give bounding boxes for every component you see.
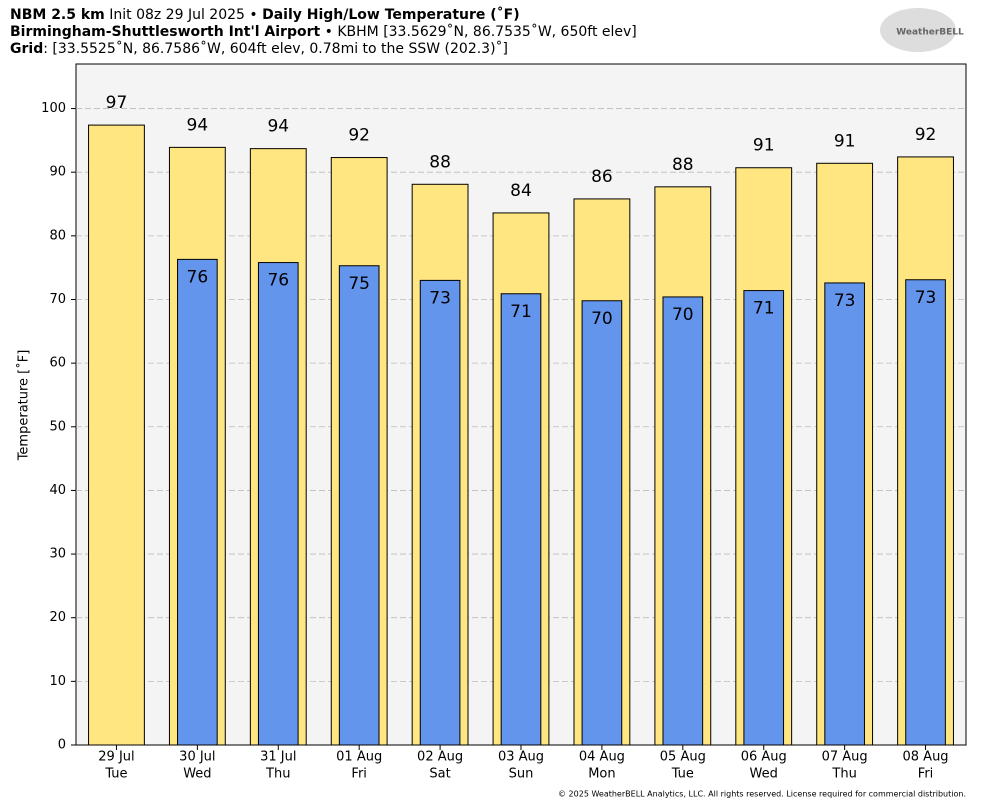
x-tick-sublabel: Tue	[104, 767, 127, 782]
x-tick-label: 02 Aug	[417, 750, 463, 765]
x-tick-label: 31 Jul	[260, 750, 296, 765]
bar	[743, 290, 785, 746]
value-label: 73	[915, 288, 937, 308]
value-label: 91	[834, 131, 856, 151]
x-tick-label: 07 Aug	[822, 750, 868, 765]
x-tick-label: 29 Jul	[98, 750, 134, 765]
y-tick-label: 100	[41, 101, 66, 116]
bar	[824, 282, 865, 746]
x-tick-sublabel: Thu	[831, 767, 856, 782]
x-tick-sublabel: Tue	[671, 767, 694, 782]
x-tick-sublabel: Wed	[750, 767, 778, 782]
x-tick-sublabel: Sun	[509, 767, 534, 782]
chart-title: Daily High/Low Temperature (˚F)	[262, 6, 520, 23]
header-line-1: NBM 2.5 km Init 08z 29 Jul 2025 • Daily …	[10, 6, 520, 23]
header-line-2: Birmingham-Shuttlesworth Int'l Airport •…	[10, 23, 637, 40]
value-label: 91	[753, 136, 775, 156]
value-label: 76	[187, 267, 209, 287]
bar	[88, 124, 145, 746]
bar	[177, 258, 218, 746]
bar	[581, 300, 623, 746]
x-tick-sublabel: Fri	[918, 767, 934, 782]
grid-info: : [33.5525˚N, 86.7586˚W, 604ft elev, 0.7…	[43, 40, 508, 57]
logo-mark	[880, 8, 956, 52]
value-label: 75	[348, 274, 370, 294]
bar	[419, 279, 461, 746]
bar	[338, 265, 380, 746]
y-tick-label: 10	[49, 674, 66, 689]
value-label: 92	[348, 126, 370, 146]
value-label: 71	[510, 302, 532, 322]
value-label: 73	[429, 288, 451, 308]
y-tick-label: 80	[49, 228, 66, 243]
x-tick-label: 30 Jul	[179, 750, 215, 765]
bar	[500, 293, 542, 746]
y-tick-label: 0	[58, 738, 66, 753]
header-line-3: Grid: [33.5525˚N, 86.7586˚W, 604ft elev,…	[10, 40, 508, 57]
init: Init 08z 29 Jul 2025 •	[109, 7, 257, 23]
x-tick-sublabel: Fri	[351, 767, 367, 782]
y-tick-label: 70	[49, 292, 66, 307]
y-tick-label: 20	[49, 610, 66, 625]
logo: WeatherBELL	[896, 28, 964, 38]
value-label: 70	[591, 309, 613, 329]
copyright: © 2025 WeatherBELL Analytics, LLC. All r…	[558, 790, 966, 799]
value-label: 76	[267, 271, 289, 291]
value-label: 73	[834, 291, 856, 311]
y-tick-label: 60	[49, 356, 66, 371]
x-tick-label: 05 Aug	[660, 750, 706, 765]
y-tick-label: 50	[49, 419, 66, 434]
y-tick-label: 40	[49, 483, 66, 498]
value-label: 71	[753, 299, 775, 319]
value-label: 88	[672, 155, 694, 175]
x-tick-sublabel: Sat	[429, 767, 450, 782]
value-label: 94	[267, 117, 289, 137]
x-tick-sublabel: Mon	[588, 767, 615, 782]
station-name: Birmingham-Shuttlesworth Int'l Airport	[10, 24, 320, 40]
x-tick-label: 04 Aug	[579, 750, 625, 765]
value-label: 92	[915, 125, 937, 145]
grid-label: Grid	[10, 41, 43, 57]
value-label: 70	[672, 305, 694, 325]
x-tick-label: 03 Aug	[498, 750, 544, 765]
x-tick-sublabel: Thu	[265, 767, 290, 782]
bar	[257, 262, 299, 746]
x-tick-label: 08 Aug	[903, 750, 949, 765]
bar	[905, 279, 946, 746]
value-label: 84	[510, 181, 532, 201]
x-tick-label: 01 Aug	[336, 750, 382, 765]
y-tick-label: 30	[49, 547, 66, 562]
model: NBM 2.5 km	[10, 7, 105, 23]
x-tick-sublabel: Wed	[183, 767, 211, 782]
value-label: 97	[106, 93, 128, 113]
value-label: 88	[429, 152, 451, 172]
y-tick-label: 90	[49, 165, 66, 180]
station-info: • KBHM [33.5629˚N, 86.7535˚W, 650ft elev…	[325, 23, 637, 40]
y-axis-label: Temperature [˚F]	[16, 350, 32, 462]
x-tick-label: 06 Aug	[741, 750, 787, 765]
bar	[662, 296, 704, 746]
value-label: 94	[187, 115, 209, 135]
value-label: 86	[591, 167, 613, 187]
